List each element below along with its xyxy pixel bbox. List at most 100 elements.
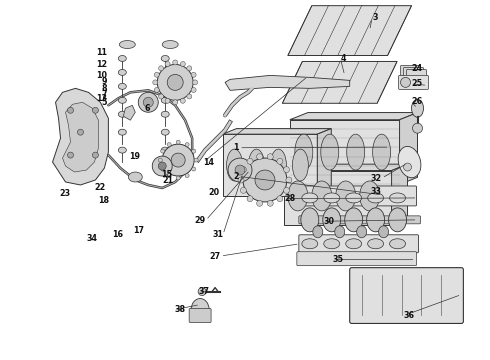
Text: 27: 27 <box>209 252 220 261</box>
Ellipse shape <box>161 129 169 135</box>
Circle shape <box>277 158 283 164</box>
Ellipse shape <box>360 181 380 211</box>
Circle shape <box>187 94 192 99</box>
Ellipse shape <box>312 181 332 211</box>
Text: 16: 16 <box>112 230 123 239</box>
Circle shape <box>158 162 166 170</box>
Circle shape <box>153 80 158 85</box>
Ellipse shape <box>372 134 391 170</box>
Ellipse shape <box>161 147 169 153</box>
Circle shape <box>235 165 245 175</box>
Ellipse shape <box>295 134 313 170</box>
Text: 26: 26 <box>411 97 422 106</box>
Ellipse shape <box>302 193 318 203</box>
Text: 29: 29 <box>195 216 206 225</box>
Circle shape <box>241 188 246 193</box>
Ellipse shape <box>161 111 169 117</box>
Circle shape <box>255 170 275 190</box>
Circle shape <box>159 94 164 99</box>
Polygon shape <box>123 105 135 120</box>
Circle shape <box>172 100 178 105</box>
Ellipse shape <box>302 239 318 249</box>
Circle shape <box>93 107 98 113</box>
Ellipse shape <box>161 55 169 62</box>
Ellipse shape <box>321 134 339 170</box>
Text: 20: 20 <box>208 188 220 197</box>
Text: 17: 17 <box>133 226 144 235</box>
Text: 36: 36 <box>404 311 415 320</box>
Circle shape <box>185 143 189 147</box>
Ellipse shape <box>119 97 126 103</box>
FancyBboxPatch shape <box>400 66 420 75</box>
Polygon shape <box>63 102 98 172</box>
Circle shape <box>68 152 74 158</box>
Circle shape <box>138 92 158 112</box>
Text: 3: 3 <box>372 13 377 22</box>
Circle shape <box>238 177 244 183</box>
Ellipse shape <box>161 69 169 75</box>
Ellipse shape <box>412 99 423 117</box>
Circle shape <box>400 77 411 87</box>
Text: 32: 32 <box>371 174 382 183</box>
Polygon shape <box>282 62 397 103</box>
Polygon shape <box>52 88 108 185</box>
Circle shape <box>152 156 172 176</box>
Circle shape <box>243 158 287 202</box>
Polygon shape <box>392 164 408 225</box>
Text: 25: 25 <box>411 80 422 89</box>
Circle shape <box>77 129 83 135</box>
Circle shape <box>158 158 162 162</box>
Ellipse shape <box>345 208 363 232</box>
Circle shape <box>198 288 206 296</box>
Circle shape <box>180 62 185 67</box>
Text: 22: 22 <box>95 183 106 192</box>
Text: 15: 15 <box>161 170 171 179</box>
Circle shape <box>191 87 196 93</box>
Polygon shape <box>284 164 408 171</box>
Text: 7: 7 <box>102 90 107 99</box>
Ellipse shape <box>346 193 362 203</box>
Ellipse shape <box>367 208 385 232</box>
Circle shape <box>284 167 290 172</box>
Ellipse shape <box>191 298 209 320</box>
Circle shape <box>176 176 180 180</box>
Text: 18: 18 <box>98 196 109 205</box>
Ellipse shape <box>335 226 345 238</box>
Polygon shape <box>318 129 331 196</box>
Circle shape <box>267 200 273 206</box>
Ellipse shape <box>336 181 356 211</box>
Circle shape <box>277 196 283 202</box>
FancyBboxPatch shape <box>297 252 416 266</box>
Circle shape <box>161 149 165 153</box>
Circle shape <box>161 167 165 171</box>
Circle shape <box>159 66 164 71</box>
Text: 6: 6 <box>145 104 150 113</box>
Circle shape <box>185 174 189 177</box>
Circle shape <box>191 72 196 77</box>
Text: 10: 10 <box>96 71 107 80</box>
Ellipse shape <box>128 172 142 182</box>
Circle shape <box>167 75 183 90</box>
Ellipse shape <box>301 208 319 232</box>
Ellipse shape <box>161 84 169 89</box>
Text: 37: 37 <box>198 287 210 296</box>
Polygon shape <box>222 134 318 196</box>
Text: 2: 2 <box>234 172 239 181</box>
Ellipse shape <box>248 149 265 181</box>
Text: 14: 14 <box>203 158 215 167</box>
Ellipse shape <box>313 226 323 238</box>
Circle shape <box>167 143 171 147</box>
Circle shape <box>165 62 170 67</box>
Text: 38: 38 <box>174 305 185 314</box>
Ellipse shape <box>120 41 135 49</box>
Text: 28: 28 <box>284 194 295 203</box>
Polygon shape <box>284 171 392 225</box>
Circle shape <box>167 174 171 177</box>
FancyBboxPatch shape <box>350 268 464 323</box>
FancyBboxPatch shape <box>299 235 418 253</box>
Ellipse shape <box>161 97 169 103</box>
Circle shape <box>180 98 185 103</box>
Ellipse shape <box>119 147 126 153</box>
Text: 24: 24 <box>411 64 422 73</box>
Circle shape <box>187 66 192 71</box>
